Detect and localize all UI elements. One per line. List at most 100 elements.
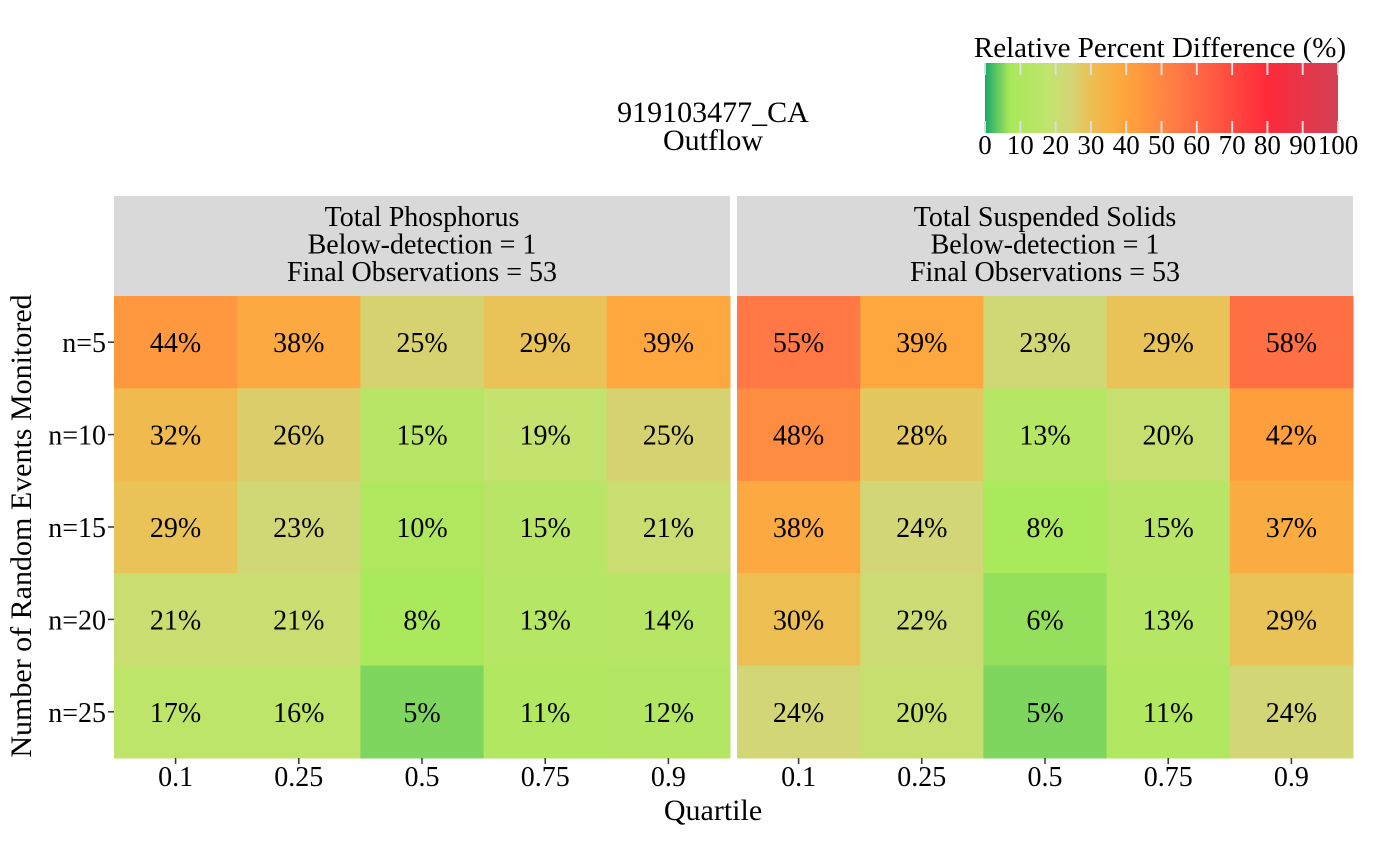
legend-tick-label: 20	[1042, 130, 1069, 160]
heatmap-cell	[1229, 665, 1354, 759]
heatmap-cell	[114, 665, 238, 759]
x-tick-label: 0.9	[651, 762, 686, 793]
heatmap-cell	[737, 296, 861, 389]
heatmap-cell	[483, 480, 608, 574]
heatmap-cell-label: 17%	[150, 698, 201, 729]
heatmap-cell	[360, 296, 485, 389]
heatmap-cell-label: 21%	[643, 513, 694, 544]
heatmap-cell	[1106, 388, 1231, 482]
heatmap-cell	[1229, 388, 1354, 482]
heatmap-cell-label: 29%	[1266, 605, 1317, 636]
heatmap-cell-label: 11%	[1143, 698, 1193, 729]
legend-tick-label: 50	[1148, 130, 1175, 160]
y-tick-label: n=25	[48, 698, 106, 729]
heatmap-cell	[737, 665, 861, 759]
heatmap-cell	[860, 296, 984, 389]
heatmap-cell	[483, 665, 608, 759]
chart-title-line-1: 919103477_CA	[617, 96, 809, 129]
heatmap-cell	[606, 573, 731, 667]
heatmap-cell	[1106, 296, 1231, 389]
heatmap-cell-label: 15%	[396, 421, 447, 452]
heatmap-cell-label: 29%	[150, 513, 201, 544]
heatmap-cell-label: 28%	[896, 421, 947, 452]
x-axis: 0.1 0.25 0.5 0.75 0.9 0.1 0.25 0.5 0.75 0.9	[158, 758, 1309, 793]
facet-strip	[114, 196, 730, 296]
heatmap-cell-label: 39%	[896, 328, 947, 359]
heatmap-cell	[606, 296, 731, 389]
heatmap-cell	[860, 480, 984, 574]
facet-strip-label: Below-detection = 1	[308, 230, 537, 261]
facet-strip-label: Total Suspended Solids	[914, 202, 1177, 233]
heatmap-cell	[983, 296, 1108, 389]
heatmap-cell	[983, 665, 1108, 759]
heatmap-cell	[860, 388, 984, 482]
heatmap-cell-label: 23%	[273, 513, 324, 544]
legend-tick-label: 30	[1077, 130, 1104, 160]
heatmap-cell-label: 15%	[1143, 513, 1194, 544]
heatmap-cell-label: 26%	[273, 421, 324, 452]
heatmap-cell-label: 20%	[896, 698, 947, 729]
x-tick-label: 0.75	[521, 762, 570, 793]
heatmap-cell-label: 42%	[1266, 421, 1317, 452]
heatmap-cell	[360, 665, 485, 759]
heatmap-cell-label: 38%	[273, 328, 324, 359]
heatmap-cell	[237, 296, 361, 389]
heatmap-cell-label: 30%	[773, 605, 824, 636]
heatmap-cell-label: 39%	[643, 328, 694, 359]
heatmap-cell-label: 21%	[150, 605, 201, 636]
facet-strip-label: Total Phosphorus	[325, 202, 520, 233]
x-tick-label: 0.9	[1274, 762, 1309, 793]
heatmap-cell	[237, 573, 361, 667]
heatmap-cell	[1229, 296, 1354, 389]
heatmap-cell	[1106, 665, 1231, 759]
heatmap-cell	[237, 665, 361, 759]
chart-title-line-2: Outflow	[663, 124, 763, 157]
legend-tick-label: 80	[1254, 130, 1281, 160]
x-tick-label: 0.25	[897, 762, 946, 793]
heatmap-cell-label: 25%	[643, 421, 694, 452]
heatmap-cell	[1229, 480, 1354, 574]
heatmap-cell-label: 13%	[520, 605, 571, 636]
x-axis-label: Quartile	[664, 794, 762, 827]
heatmap-cell-label: 24%	[896, 513, 947, 544]
y-tick-label: n=20	[48, 605, 106, 636]
x-tick-label: 0.25	[274, 762, 323, 793]
heatmap-cell	[983, 573, 1108, 667]
heatmap-cell-label: 14%	[643, 605, 694, 636]
heatmap-cell	[114, 296, 238, 389]
x-tick-label: 0.1	[158, 762, 193, 793]
x-tick-label: 0.1	[781, 762, 816, 793]
heatmap-cell	[360, 573, 485, 667]
heatmap-cell	[483, 573, 608, 667]
heatmap-cell	[860, 573, 984, 667]
heatmap-cell	[360, 388, 485, 482]
x-tick-label: 0.5	[1028, 762, 1063, 793]
heatmap-cell-label: 37%	[1266, 513, 1317, 544]
heatmap-cell	[606, 665, 731, 759]
legend-tick-label: 40	[1113, 130, 1140, 160]
legend-tick-label: 0	[978, 130, 992, 160]
facet-strip-label: Final Observations = 53	[287, 257, 557, 288]
heatmap-cell-label: 10%	[396, 513, 447, 544]
heatmap-cell	[737, 480, 861, 574]
x-tick-label: 0.75	[1144, 762, 1193, 793]
heatmap-cell	[483, 296, 608, 389]
heatmap-cell-label: 24%	[1266, 698, 1317, 729]
heatmap-cell	[860, 665, 984, 759]
heatmap-cell	[114, 388, 238, 482]
heatmap-cell-label: 22%	[896, 605, 947, 636]
heatmap-cell	[114, 480, 238, 574]
heatmap-cell-label: 8%	[1026, 513, 1063, 544]
facet-strip-label: Below-detection = 1	[931, 230, 1160, 261]
y-axis: n=5 n=10 n=15 n=20 n=25	[48, 328, 114, 729]
heatmap-cell	[1106, 573, 1231, 667]
heatmap-cell-label: 5%	[403, 698, 440, 729]
legend-tick-label: 10	[1007, 130, 1034, 160]
legend-tick-label: 60	[1183, 130, 1210, 160]
heatmap-cell	[237, 480, 361, 574]
heatmap-cell-label: 13%	[1019, 421, 1070, 452]
heatmap-cell	[737, 388, 861, 482]
legend-title: Relative Percent Difference (%)	[974, 32, 1346, 64]
